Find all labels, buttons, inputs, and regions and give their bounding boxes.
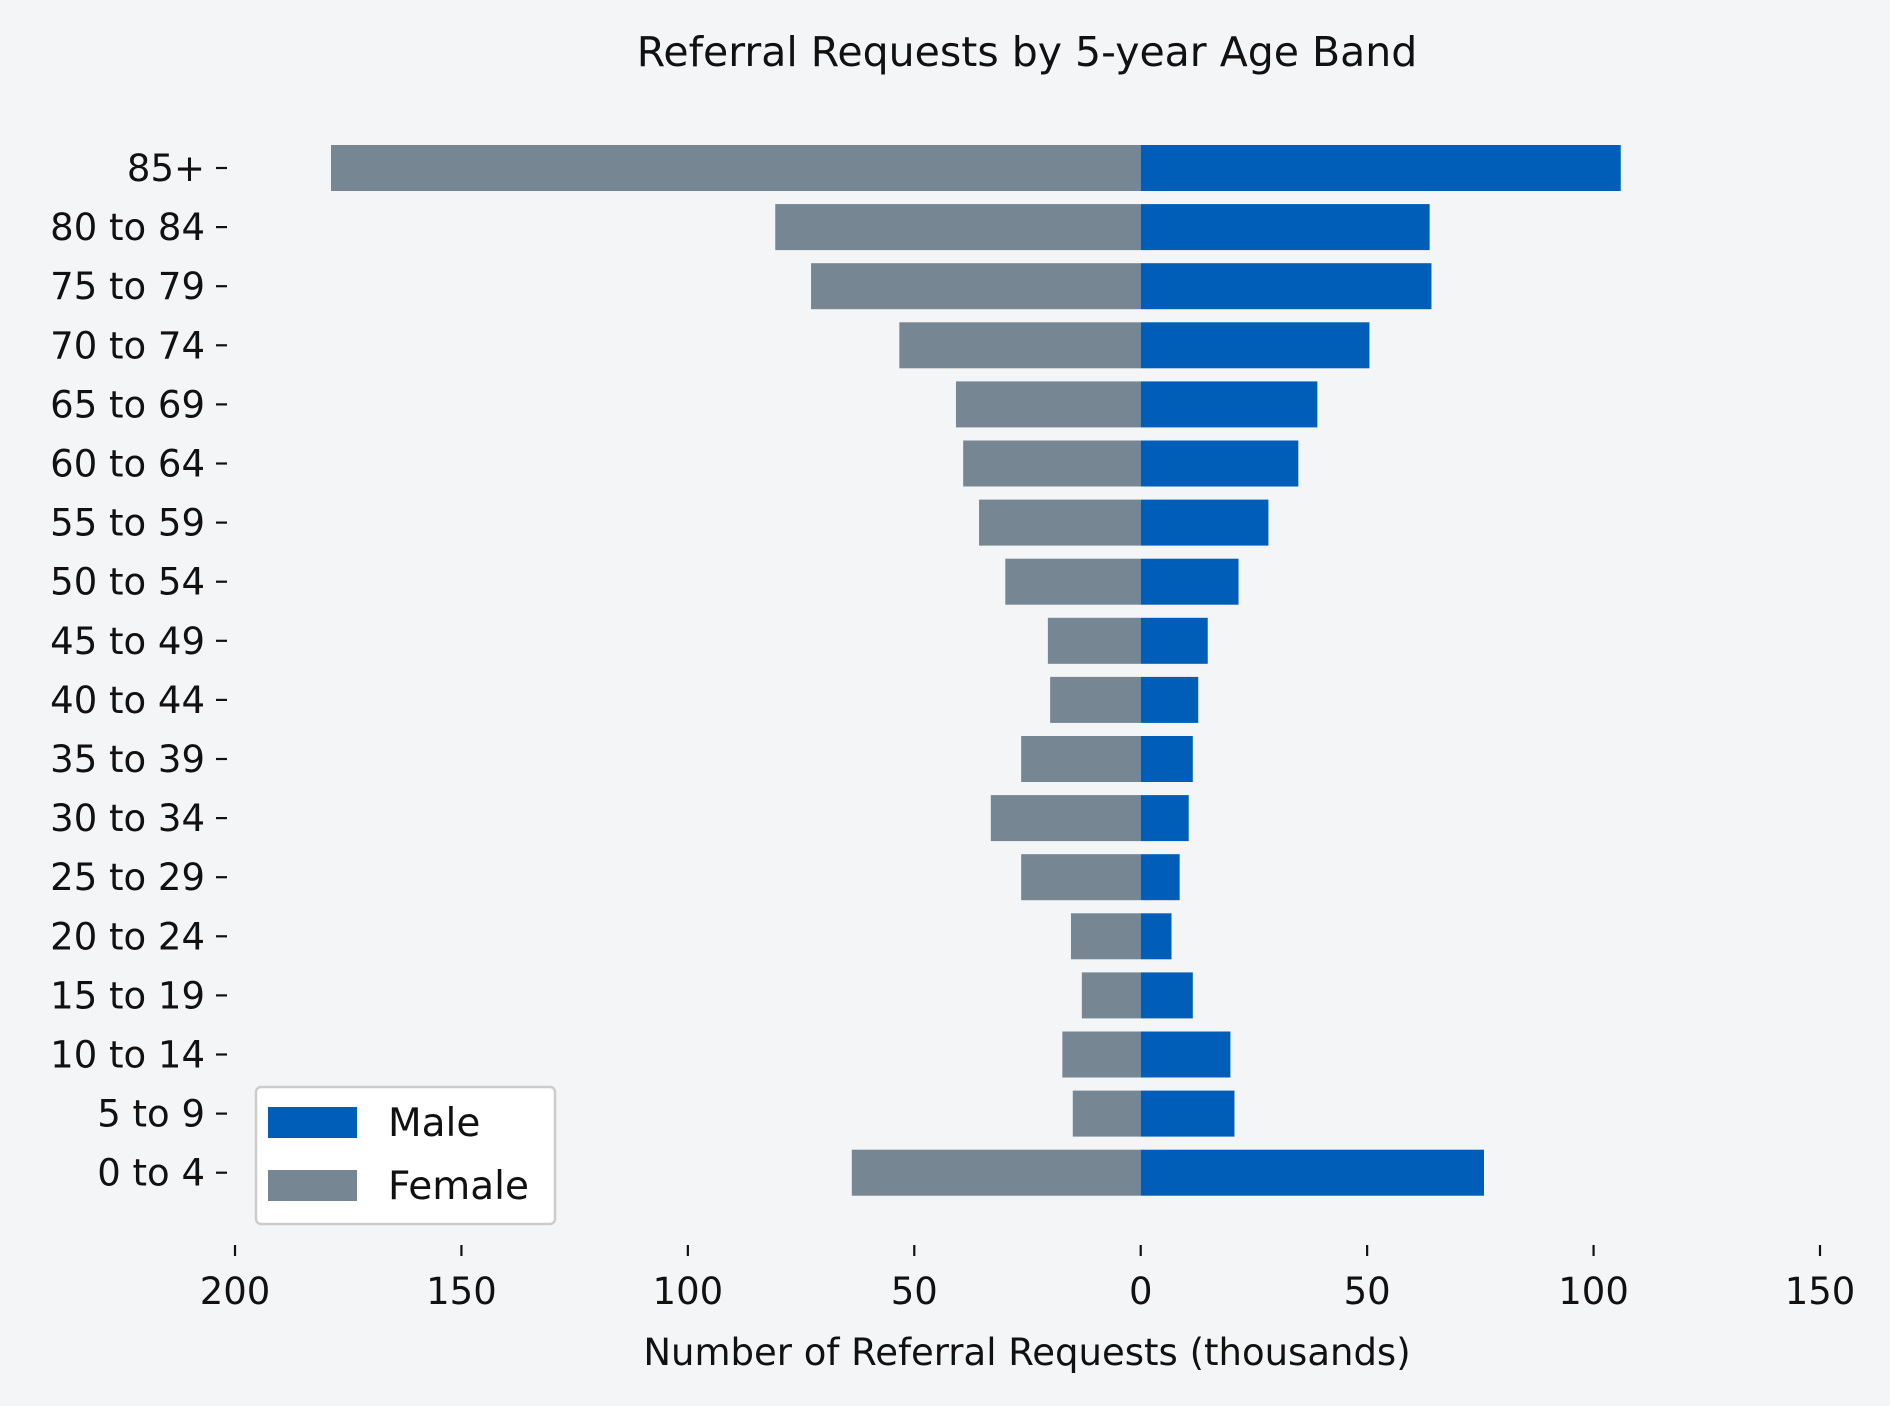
y-tick-label-40-to-44: 40 to 44 bbox=[50, 679, 205, 722]
chart-title: Referral Requests by 5-year Age Band bbox=[637, 28, 1418, 76]
bar-male-60-to-64 bbox=[1140, 440, 1299, 487]
bar-female-85plus bbox=[331, 145, 1141, 191]
bar-male-70-to-74 bbox=[1140, 322, 1370, 369]
y-tick-label-70-to-74: 70 to 74 bbox=[50, 324, 205, 367]
y-tick-label-85plus: 85+ bbox=[127, 147, 205, 190]
x-tick-label-5: 50 bbox=[1344, 1270, 1391, 1313]
x-tick-label-6: 100 bbox=[1558, 1270, 1629, 1313]
bar-female-35-to-39 bbox=[1021, 736, 1141, 782]
x-tick-label-0: 200 bbox=[200, 1270, 271, 1313]
y-tick-label-10-to-14: 10 to 14 bbox=[50, 1034, 205, 1077]
y-tick-label-30-to-34: 30 to 34 bbox=[50, 797, 205, 840]
legend-label-female: Female bbox=[388, 1164, 529, 1209]
bar-male-10-to-14 bbox=[1140, 1031, 1231, 1078]
bar-female-20-to-24 bbox=[1070, 913, 1141, 960]
y-tick-label-80-to-84: 80 to 84 bbox=[50, 206, 205, 249]
y-tick-label-20-to-24: 20 to 24 bbox=[50, 915, 205, 958]
bar-male-0-to-4 bbox=[1140, 1149, 1484, 1196]
y-tick-label-35-to-39: 35 to 39 bbox=[50, 738, 205, 781]
bar-female-45-to-49 bbox=[1047, 617, 1141, 664]
bar-female-80-to-84 bbox=[775, 204, 1141, 251]
x-axis-label: Number of Referral Requests (thousands) bbox=[643, 1331, 1410, 1374]
legend-label-male: Male bbox=[388, 1101, 480, 1146]
y-tick-label-45-to-49: 45 to 49 bbox=[50, 620, 205, 663]
bar-male-55-to-59 bbox=[1140, 499, 1269, 546]
bar-female-60-to-64 bbox=[963, 440, 1141, 487]
bar-female-0-to-4 bbox=[851, 1149, 1141, 1196]
y-tick-label-5-to-9: 5 to 9 bbox=[97, 1093, 205, 1136]
bar-male-35-to-39 bbox=[1140, 736, 1193, 782]
bar-male-30-to-34 bbox=[1140, 795, 1189, 842]
legend-swatch-female bbox=[268, 1170, 357, 1201]
bar-female-70-to-74 bbox=[899, 322, 1141, 369]
y-tick-label-65-to-69: 65 to 69 bbox=[50, 383, 205, 426]
y-tick-label-0-to-4: 0 to 4 bbox=[97, 1152, 205, 1195]
bar-male-50-to-54 bbox=[1140, 558, 1239, 605]
bar-female-10-to-14 bbox=[1062, 1031, 1141, 1078]
x-tick-label-7: 150 bbox=[1785, 1270, 1856, 1313]
y-tick-label-50-to-54: 50 to 54 bbox=[50, 561, 205, 604]
bar-female-75-to-79 bbox=[811, 263, 1141, 310]
y-tick-label-55-to-59: 55 to 59 bbox=[50, 502, 205, 545]
y-tick-label-25-to-29: 25 to 29 bbox=[50, 856, 205, 899]
legend: Male Female bbox=[254, 1085, 557, 1226]
bars-layer bbox=[331, 145, 1621, 1196]
bar-male-45-to-49 bbox=[1140, 617, 1208, 664]
y-tick-label-15-to-19: 15 to 19 bbox=[50, 974, 205, 1017]
bar-female-15-to-19 bbox=[1081, 972, 1141, 1019]
bar-male-20-to-24 bbox=[1140, 913, 1172, 960]
bar-female-30-to-34 bbox=[990, 795, 1141, 842]
y-tick-label-75-to-79: 75 to 79 bbox=[50, 265, 205, 308]
y-axis: 85+ 80 to 84 75 to 79 70 to 74 65 to 69 60 to… bbox=[50, 147, 227, 1195]
bar-male-75-to-79 bbox=[1140, 263, 1432, 310]
bar-female-65-to-69 bbox=[955, 381, 1141, 428]
x-tick-label-1: 150 bbox=[426, 1270, 497, 1313]
legend-swatch-male bbox=[268, 1107, 357, 1138]
bar-male-80-to-84 bbox=[1140, 204, 1430, 251]
x-axis: 200 150 100 50 0 50 100 150 bbox=[200, 1245, 1856, 1313]
x-tick-label-3: 50 bbox=[891, 1270, 938, 1313]
bar-female-5-to-9 bbox=[1072, 1090, 1141, 1137]
bar-female-25-to-29 bbox=[1021, 854, 1141, 901]
bar-female-55-to-59 bbox=[979, 499, 1141, 546]
y-tick-label-60-to-64: 60 to 64 bbox=[50, 443, 205, 486]
bar-male-15-to-19 bbox=[1140, 972, 1193, 1019]
bar-male-5-to-9 bbox=[1140, 1090, 1235, 1137]
bar-male-85plus bbox=[1140, 145, 1621, 191]
bar-female-40-to-44 bbox=[1050, 676, 1141, 723]
bar-male-65-to-69 bbox=[1140, 381, 1318, 428]
bar-male-40-to-44 bbox=[1140, 676, 1199, 723]
x-tick-label-4: 0 bbox=[1129, 1270, 1153, 1313]
x-tick-label-2: 100 bbox=[653, 1270, 724, 1313]
bar-female-50-to-54 bbox=[1005, 558, 1141, 605]
bar-male-25-to-29 bbox=[1140, 854, 1180, 901]
